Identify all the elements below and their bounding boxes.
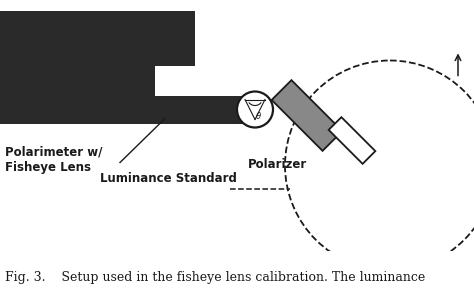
Circle shape [237,92,273,128]
Text: $\theta$: $\theta$ [255,110,262,121]
Text: Polarizer: Polarizer [248,159,307,171]
Polygon shape [272,80,342,151]
Text: Polarimeter w/
Fisheye Lens: Polarimeter w/ Fisheye Lens [5,146,102,175]
Bar [0,10,195,66]
Polygon shape [328,117,375,164]
Text: Fig. 3.    Setup used in the fisheye lens calibration. The luminance: Fig. 3. Setup used in the fisheye lens c… [5,271,425,284]
Bar [0,95,255,124]
Circle shape [285,61,474,271]
Bar [0,66,155,95]
Text: Luminance Standard: Luminance Standard [100,173,237,186]
